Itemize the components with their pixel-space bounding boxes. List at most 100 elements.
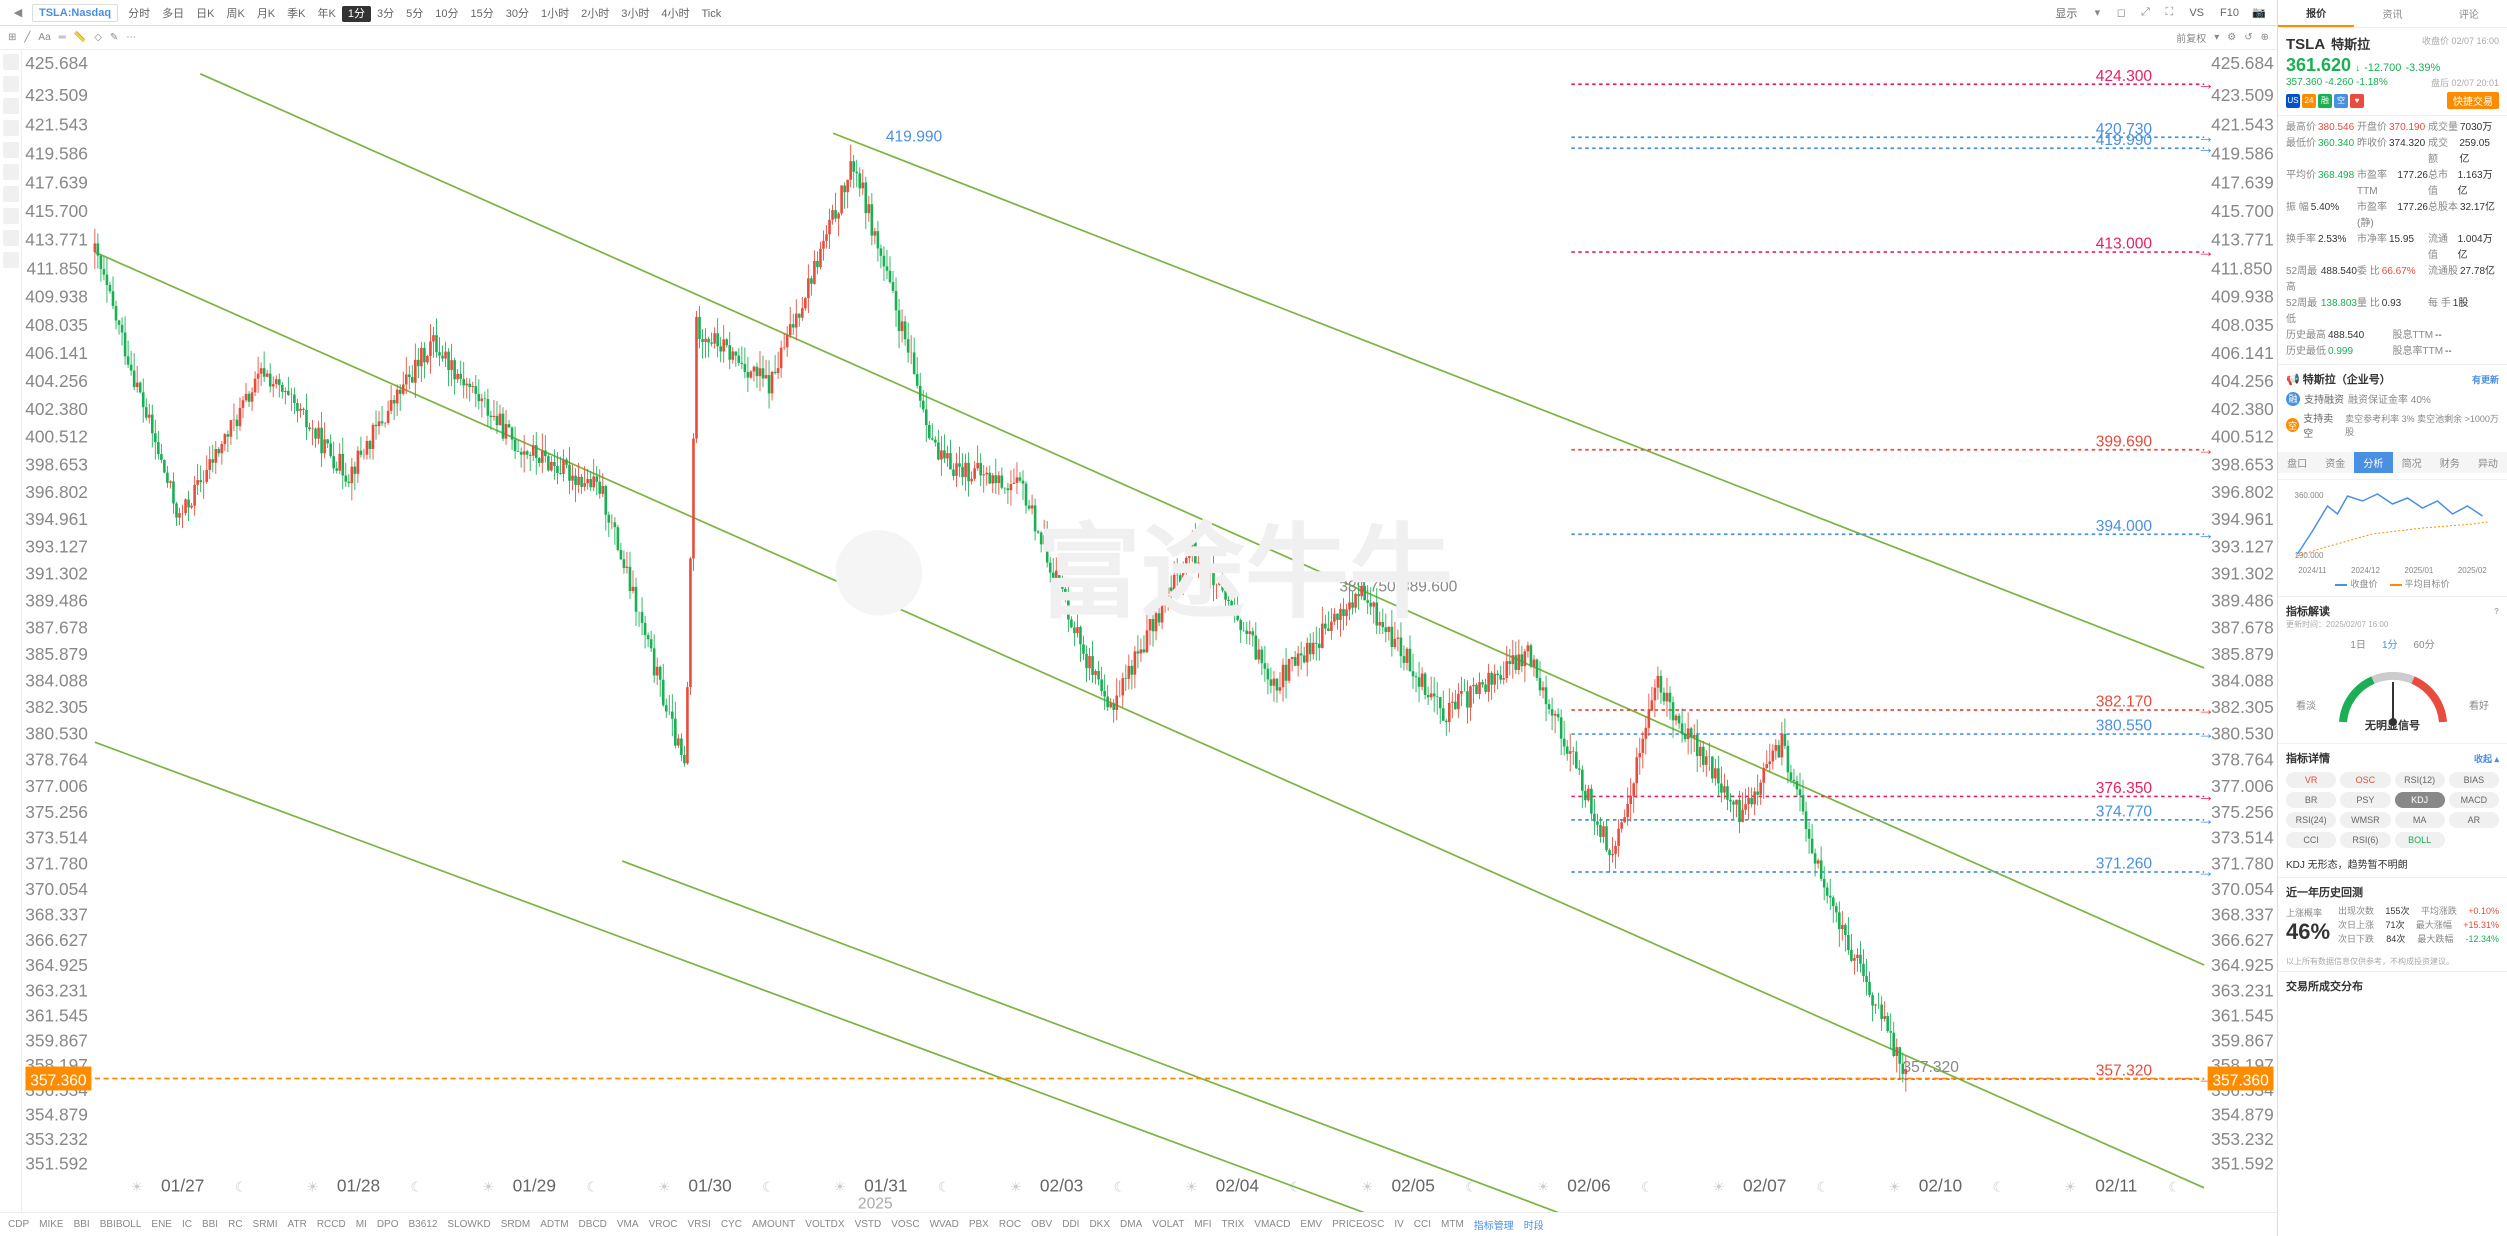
chip-AR[interactable]: AR — [2449, 812, 2499, 828]
indicator-IC[interactable]: IC — [182, 1219, 192, 1230]
text-icon[interactable]: Aa — [38, 32, 50, 43]
indicator-MTM[interactable]: MTM — [1441, 1219, 1464, 1230]
f10-button[interactable]: F10 — [2214, 5, 2245, 21]
gauge-tab-1分[interactable]: 1分 — [2382, 636, 2398, 651]
zoom-icon[interactable]: ⊕ — [2261, 32, 2269, 43]
tool-measure[interactable] — [3, 164, 19, 180]
timeframe-3小时[interactable]: 3小时 — [615, 6, 655, 22]
fullscreen-icon[interactable]: ⛶ — [2159, 3, 2179, 23]
subtab-分析[interactable]: 分析 — [2354, 452, 2392, 473]
tab-评论[interactable]: 评论 — [2431, 0, 2507, 27]
tool-fib[interactable] — [3, 98, 19, 114]
timeframe-1小时[interactable]: 1小时 — [535, 6, 575, 22]
timeframe-5分[interactable]: 5分 — [400, 6, 429, 22]
expand-icon[interactable]: ⤢ — [2135, 3, 2155, 23]
indicator-CDP[interactable]: CDP — [8, 1219, 29, 1230]
indicator-TRIX[interactable]: TRIX — [1222, 1219, 1245, 1230]
ticker-symbol[interactable]: TSLA:Nasdaq — [32, 4, 118, 22]
gauge-tab-60分[interactable]: 60分 — [2414, 636, 2435, 651]
tool-text[interactable] — [3, 120, 19, 136]
timeframe-4小时[interactable]: 4小时 — [655, 6, 695, 22]
indicator-VOLTDX[interactable]: VOLTDX — [805, 1219, 844, 1230]
chip-CCI[interactable]: CCI — [2286, 832, 2336, 848]
indicator-VROC[interactable]: VROC — [649, 1219, 678, 1230]
shape-icon[interactable]: ◇ — [94, 32, 102, 43]
tool-shape[interactable] — [3, 142, 19, 158]
indicator-DKX[interactable]: DKX — [1089, 1219, 1110, 1230]
timeframe-分时[interactable]: 分时 — [122, 6, 156, 22]
timeframe-季K[interactable]: 季K — [281, 6, 311, 22]
chip-BIAS[interactable]: BIAS — [2449, 772, 2499, 788]
indicator-RCCD[interactable]: RCCD — [317, 1219, 346, 1230]
indicator-ATR[interactable]: ATR — [288, 1219, 307, 1230]
settings-icon[interactable]: ⚙ — [2227, 32, 2236, 43]
indicator-MFI[interactable]: MFI — [1194, 1219, 1211, 1230]
chip-RSI(24)[interactable]: RSI(24) — [2286, 812, 2336, 828]
indicator-EMV[interactable]: EMV — [1300, 1219, 1322, 1230]
indicator-SRMI[interactable]: SRMI — [253, 1219, 278, 1230]
indicator-MIKE[interactable]: MIKE — [39, 1219, 63, 1230]
indicator-VMACD[interactable]: VMACD — [1254, 1219, 1290, 1230]
indicator-PBX[interactable]: PBX — [969, 1219, 989, 1230]
timeframe-15分[interactable]: 15分 — [464, 6, 499, 22]
indicator-VOLAT[interactable]: VOLAT — [1152, 1219, 1184, 1230]
indicator-ENE[interactable]: ENE — [151, 1219, 172, 1230]
chip-PSY[interactable]: PSY — [2340, 792, 2390, 808]
timeframe-2小时[interactable]: 2小时 — [575, 6, 615, 22]
indicator-指标管理[interactable]: 指标管理 — [1474, 1217, 1514, 1232]
camera-icon[interactable]: 📷 — [2249, 3, 2269, 23]
timeframe-30分[interactable]: 30分 — [500, 6, 535, 22]
indicator-BBI[interactable]: BBI — [74, 1219, 90, 1230]
enterprise-link[interactable]: 有更新 — [2472, 373, 2499, 386]
indicator-ADTM[interactable]: ADTM — [540, 1219, 568, 1230]
timeframe-Tick[interactable]: Tick — [695, 6, 727, 22]
chip-BR[interactable]: BR — [2286, 792, 2336, 808]
indicator-SRDM[interactable]: SRDM — [501, 1219, 530, 1230]
collapse-link[interactable]: 收起 ▴ — [2474, 752, 2499, 765]
chip-RSI(6)[interactable]: RSI(6) — [2340, 832, 2390, 848]
chip-VR[interactable]: VR — [2286, 772, 2336, 788]
subtab-财务[interactable]: 财务 — [2431, 452, 2469, 473]
chip-BOLL[interactable]: BOLL — [2395, 832, 2445, 848]
indicator-DMA[interactable]: DMA — [1120, 1219, 1142, 1230]
timeframe-1分[interactable]: 1分 — [342, 6, 371, 22]
indicator-MI[interactable]: MI — [356, 1219, 367, 1230]
tool-magnet[interactable] — [3, 186, 19, 202]
quick-trade-button[interactable]: 快捷交易 — [2447, 92, 2499, 109]
kline-icon[interactable]: ⊞ — [8, 32, 16, 43]
adjust-menu[interactable]: 前复权 — [2176, 30, 2206, 45]
brush-icon[interactable]: ✎ — [110, 32, 118, 43]
timeframe-10分[interactable]: 10分 — [429, 6, 464, 22]
indicator-时段[interactable]: 时段 — [1524, 1217, 1544, 1232]
chip-RSI(12)[interactable]: RSI(12) — [2395, 772, 2445, 788]
indicator-BBIBOLL[interactable]: BBIBOLL — [100, 1219, 142, 1230]
indicator-DBCD[interactable]: DBCD — [579, 1219, 607, 1230]
tool-lock[interactable] — [3, 208, 19, 224]
indicator-DDI[interactable]: DDI — [1062, 1219, 1079, 1230]
chip-MACD[interactable]: MACD — [2449, 792, 2499, 808]
vs-button[interactable]: VS — [2183, 5, 2210, 21]
indicator-VMA[interactable]: VMA — [617, 1219, 639, 1230]
subtab-异动[interactable]: 异动 — [2469, 452, 2507, 473]
chip-MA[interactable]: MA — [2395, 812, 2445, 828]
timeframe-年K[interactable]: 年K — [312, 6, 342, 22]
price-chart[interactable]: 425.684423.509421.543419.586417.639415.7… — [22, 50, 2277, 1212]
chip-WMSR[interactable]: WMSR — [2340, 812, 2390, 828]
subtab-资金[interactable]: 资金 — [2316, 452, 2354, 473]
indicator-DPO[interactable]: DPO — [377, 1219, 399, 1230]
indicator-CYC[interactable]: CYC — [721, 1219, 742, 1230]
indicator-VSTD[interactable]: VSTD — [855, 1219, 882, 1230]
tool-line[interactable] — [3, 76, 19, 92]
channel-icon[interactable]: ═ — [59, 32, 66, 43]
indicator-RC[interactable]: RC — [228, 1219, 242, 1230]
indicator-IV[interactable]: IV — [1394, 1219, 1403, 1230]
timeframe-月K[interactable]: 月K — [251, 6, 281, 22]
trend-icon[interactable]: ╱ — [24, 32, 30, 43]
indicator-ROC[interactable]: ROC — [999, 1219, 1021, 1230]
chip-OSC[interactable]: OSC — [2340, 772, 2390, 788]
tool-eye[interactable] — [3, 230, 19, 246]
indicator-OBV[interactable]: OBV — [1031, 1219, 1052, 1230]
indicator-VOSC[interactable]: VOSC — [891, 1219, 919, 1230]
more-icon[interactable]: ⋯ — [126, 32, 136, 43]
indicator-SLOWKD[interactable]: SLOWKD — [447, 1219, 490, 1230]
